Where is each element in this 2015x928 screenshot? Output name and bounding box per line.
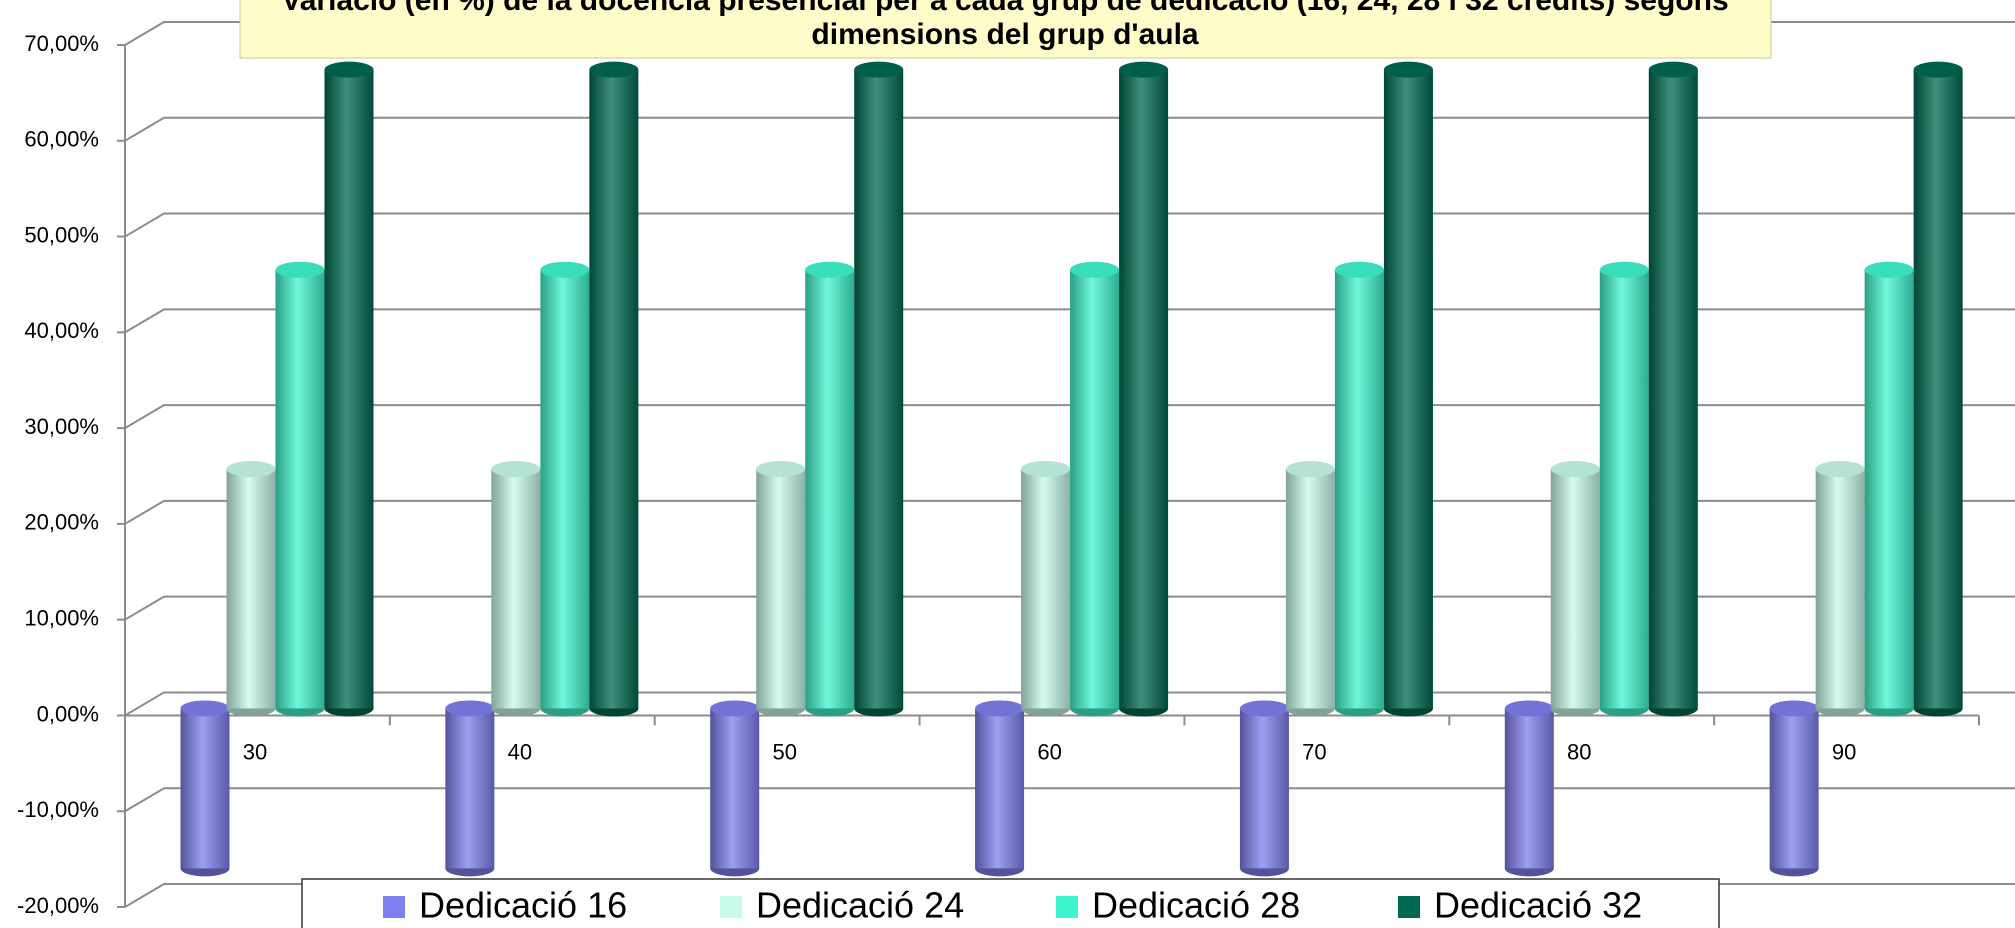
cylinder-top [1334, 261, 1384, 278]
legend-label: Dedicació 32 [1434, 885, 1642, 926]
legend [301, 878, 1720, 928]
cylinder-top [1913, 61, 1963, 78]
cylinder-top [1070, 261, 1120, 278]
cylinder-top [1599, 261, 1649, 278]
bar [1334, 269, 1384, 709]
x-tick-label: 50 [772, 739, 796, 764]
cylinder-top [710, 700, 760, 717]
y-tick-label: -20,00% [17, 893, 99, 918]
cylinder-top [1504, 700, 1554, 717]
bar [805, 269, 855, 709]
cylinder-top [975, 700, 1025, 717]
cylinder-top [1864, 261, 1914, 278]
x-tick-label: 90 [1832, 739, 1856, 764]
x-tick-label: 80 [1567, 739, 1591, 764]
cylinder-top [756, 461, 806, 477]
bar [1864, 269, 1914, 709]
bar [491, 469, 541, 709]
cylinder-top [275, 261, 325, 278]
bar [324, 69, 374, 709]
cylinder-top [1815, 461, 1865, 477]
legend-swatch [383, 896, 405, 918]
bar [854, 69, 904, 709]
x-tick-label: 70 [1302, 739, 1326, 764]
bar [756, 469, 806, 709]
cylinder-top [1648, 61, 1698, 78]
y-tick-label: 30,00% [24, 414, 99, 439]
cylinder-top [226, 461, 276, 477]
chart-title: dimensions del grup d'aula [811, 18, 1199, 51]
cylinder-top [1021, 461, 1071, 477]
cylinder-top [324, 61, 374, 78]
bar [1021, 469, 1071, 709]
cylinder-top [1769, 700, 1819, 717]
bar [1239, 708, 1289, 869]
grid-line [124, 404, 2015, 429]
y-tick-label: 60,00% [24, 127, 99, 152]
grid-line [124, 212, 2015, 238]
cylinder-top [1550, 461, 1600, 477]
y-tick-label: 50,00% [24, 222, 99, 247]
legend-label: Dedicació 16 [419, 885, 627, 926]
cylinder-top [1119, 61, 1169, 78]
bar [1119, 69, 1169, 709]
cylinder-top [491, 461, 541, 477]
y-tick-label: 0,00% [37, 701, 99, 726]
grid-line [124, 116, 2015, 142]
bar [1070, 269, 1120, 709]
cylinder-top [180, 700, 230, 717]
bar [445, 708, 495, 869]
bar [710, 708, 760, 869]
bar [1383, 69, 1433, 709]
grid-line [124, 787, 2015, 813]
legend-swatch [720, 896, 742, 918]
bar [1550, 469, 1600, 709]
cylinder-top [805, 261, 855, 278]
bar [226, 469, 276, 709]
y-tick-label: 40,00% [24, 318, 99, 343]
legend-label: Dedicació 28 [1092, 885, 1300, 926]
grid-line [124, 308, 2015, 334]
x-tick-label: 30 [243, 739, 267, 764]
y-tick-label: 10,00% [24, 605, 99, 630]
bar [275, 269, 325, 709]
legend-label: Dedicació 24 [756, 885, 964, 926]
bar [1769, 708, 1819, 869]
bar [1599, 269, 1649, 709]
legend-swatch [1398, 896, 1420, 918]
marks [180, 61, 1963, 877]
bar [1913, 69, 1963, 709]
legend-swatch [1056, 896, 1078, 918]
x-tick-label: 60 [1037, 739, 1061, 764]
bar [540, 269, 590, 709]
cylinder-top [540, 261, 590, 278]
chart-title: Variació (en %) de la docència presencia… [281, 0, 1728, 17]
bar [1648, 69, 1698, 709]
cylinder-top [1383, 61, 1433, 78]
bar [1285, 469, 1335, 709]
bar [1815, 469, 1865, 709]
bar [1504, 708, 1554, 869]
title-box [239, 0, 1772, 59]
y-tick-label: 70,00% [24, 31, 99, 56]
legend-items: Dedicació 16 Dedicació 24 Dedicació 28 Dedi… [383, 885, 1642, 926]
y-tick-label: -10,00% [17, 797, 99, 822]
cylinder-top [1285, 461, 1335, 477]
cylinder-top [589, 61, 639, 78]
bar [975, 708, 1025, 869]
cylinder-top [445, 700, 495, 717]
cylinder-top [1239, 700, 1289, 717]
y-tick-label: 20,00% [24, 510, 99, 535]
x-tick-label: 40 [508, 739, 532, 764]
bar [180, 708, 230, 869]
cylinder-top [854, 61, 904, 78]
bar [589, 69, 639, 709]
